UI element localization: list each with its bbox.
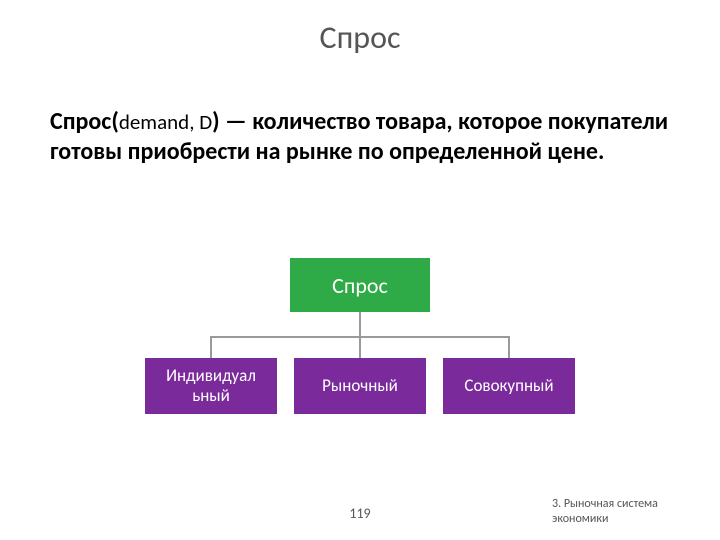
tree-root-label: Спрос bbox=[332, 272, 388, 299]
connector-drop bbox=[359, 336, 361, 358]
connector-drop bbox=[210, 336, 212, 358]
tree-root-node: Спрос bbox=[290, 258, 430, 312]
tree-child-label: Индивидуальный bbox=[166, 366, 256, 405]
definition-paragraph: Спрос(demand, D) — количество товара, ко… bbox=[0, 57, 720, 167]
footer-line-1: 3. Рыночная система bbox=[552, 497, 692, 511]
tree-child-node: Рыночный bbox=[294, 358, 426, 414]
tree-child-node: Индивидуальный bbox=[145, 358, 277, 414]
tree-child-node: Совокупный bbox=[443, 358, 575, 414]
definition-paren: demand, D bbox=[119, 109, 212, 135]
hierarchy-diagram: Спрос Индивидуальный Рыночный Совокупный bbox=[145, 258, 575, 414]
page-number: 119 bbox=[349, 505, 370, 522]
definition-close-paren: ) bbox=[212, 107, 219, 136]
connector-drop bbox=[508, 336, 510, 358]
tree-children-row: Индивидуальный Рыночный Совокупный bbox=[145, 358, 575, 414]
definition-term: Спрос( bbox=[50, 107, 119, 136]
connector-stem bbox=[359, 312, 361, 336]
connector-bar bbox=[211, 336, 509, 338]
tree-child-label: Рыночный bbox=[322, 376, 398, 396]
footer-note: 3. Рыночная система экономики bbox=[552, 497, 692, 526]
slide-title: Спрос bbox=[0, 0, 720, 57]
footer-line-2: экономики bbox=[552, 512, 692, 526]
tree-child-label: Совокупный bbox=[464, 376, 553, 396]
